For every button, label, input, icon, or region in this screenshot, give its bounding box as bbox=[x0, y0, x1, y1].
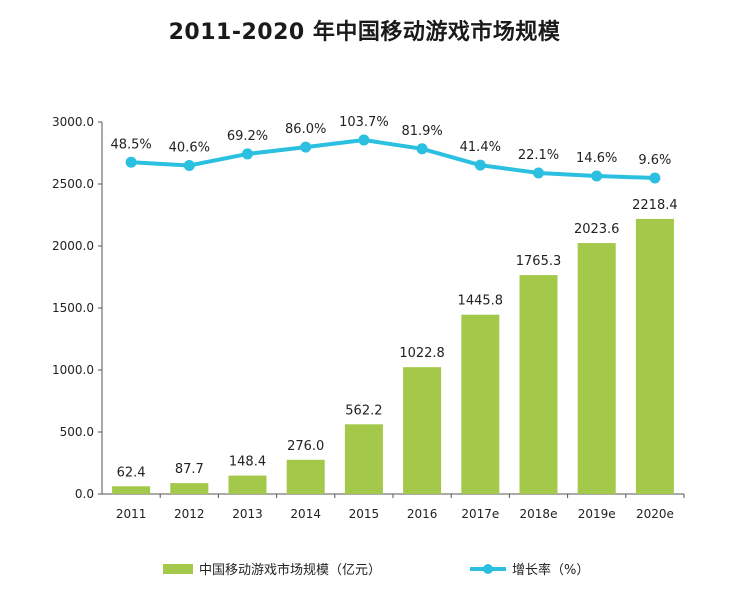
bar-value-label: 62.4 bbox=[117, 465, 146, 480]
bar bbox=[170, 483, 209, 494]
y-tick-label: 1500.0 bbox=[52, 301, 94, 315]
chart-title: 2011-2020 年中国移动游戏市场规模 bbox=[168, 20, 561, 45]
bar bbox=[112, 486, 151, 494]
x-axis: 2011 2012 2013 2014 2015 2016 2017e 2018e 2019e 2… bbox=[102, 493, 685, 521]
growth-line bbox=[130, 138, 655, 180]
growth-point bbox=[533, 167, 544, 179]
bar-value-label: 562.2 bbox=[345, 403, 382, 418]
bar bbox=[286, 459, 325, 494]
x-tick-label: 2013 bbox=[232, 507, 263, 521]
y-tick-label: 0.0 bbox=[75, 487, 94, 501]
y-tick-label: 2500.0 bbox=[52, 177, 94, 191]
legend-line-marker bbox=[483, 564, 493, 574]
bar bbox=[461, 314, 500, 494]
growth-point bbox=[649, 172, 661, 184]
x-tick-label: 2012 bbox=[174, 507, 205, 521]
legend-bar-swatch bbox=[163, 564, 193, 574]
growth-line-series: 48.5% 40.6% 69.2% 86.0% 103.7% 81.9% 41.4% 22.1… bbox=[110, 115, 671, 184]
bar-value-label: 1765.3 bbox=[516, 254, 562, 269]
bar bbox=[228, 475, 267, 494]
growth-value-label: 40.6% bbox=[169, 140, 210, 155]
legend-bar-label: 中国移动游戏市场规模（亿元） bbox=[199, 562, 381, 578]
growth-point bbox=[183, 159, 195, 171]
y-axis: 0.0 500.0 1000.0 1500.0 2000.0 2500.0 3000.0 bbox=[52, 115, 103, 501]
growth-point bbox=[125, 156, 137, 168]
bar bbox=[519, 275, 558, 494]
bar-value-label: 2218.4 bbox=[632, 198, 678, 213]
growth-value-label: 22.1% bbox=[518, 148, 559, 163]
bar bbox=[344, 424, 383, 494]
growth-point bbox=[474, 159, 486, 171]
growth-value-label: 69.2% bbox=[227, 129, 268, 144]
x-tick-label: 2019e bbox=[578, 507, 616, 521]
growth-value-label: 103.7% bbox=[339, 115, 389, 130]
growth-value-label: 9.6% bbox=[638, 153, 671, 168]
bar-value-label: 87.7 bbox=[175, 462, 204, 477]
x-tick-label: 2018e bbox=[520, 507, 558, 521]
growth-value-label: 14.6% bbox=[576, 151, 617, 166]
x-tick-label: 2017e bbox=[461, 507, 499, 521]
growth-value-label: 48.5% bbox=[110, 137, 151, 152]
growth-point bbox=[416, 143, 428, 155]
y-tick-label: 2000.0 bbox=[52, 239, 94, 253]
growth-value-label: 41.4% bbox=[460, 140, 501, 155]
bar-value-label: 276.0 bbox=[287, 439, 324, 454]
bar-series: 62.4 87.7 148.4 276.0 562.2 1022.8 1445.8 1765.… bbox=[112, 198, 678, 494]
bar-value-label: 1022.8 bbox=[399, 346, 445, 361]
growth-value-label: 81.9% bbox=[401, 124, 442, 139]
x-tick-label: 2011 bbox=[116, 507, 147, 521]
x-tick-label: 2015 bbox=[349, 507, 380, 521]
legend: 中国移动游戏市场规模（亿元） 增长率（%） bbox=[163, 562, 589, 578]
growth-point bbox=[300, 141, 312, 153]
growth-point bbox=[242, 148, 253, 160]
y-tick-label: 500.0 bbox=[60, 425, 94, 439]
y-tick-label: 1000.0 bbox=[52, 363, 94, 377]
growth-point bbox=[358, 134, 370, 146]
bar bbox=[577, 243, 616, 494]
bar bbox=[403, 367, 442, 494]
growth-value-label: 86.0% bbox=[285, 122, 326, 137]
bar-value-label: 1445.8 bbox=[458, 294, 504, 309]
x-tick-label: 2016 bbox=[407, 507, 438, 521]
bar-value-label: 2023.6 bbox=[574, 222, 620, 237]
x-tick-label: 2014 bbox=[290, 507, 321, 521]
x-tick-label: 2020e bbox=[636, 507, 674, 521]
bar bbox=[635, 218, 674, 494]
legend-line-label: 增长率（%） bbox=[512, 562, 589, 578]
bar-value-label: 148.4 bbox=[229, 455, 266, 470]
y-tick-label: 3000.0 bbox=[52, 115, 94, 129]
growth-point bbox=[591, 170, 603, 182]
